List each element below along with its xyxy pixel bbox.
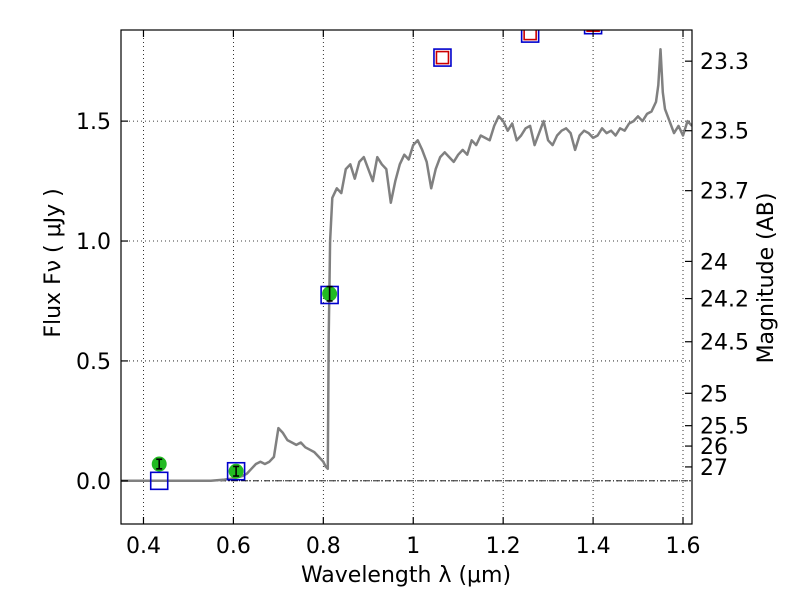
model-square — [226, 461, 246, 481]
y-tick-label: 0.5 — [76, 350, 111, 375]
x-tick-label: 0.6 — [216, 534, 251, 559]
right-tick-label: 25.5 — [700, 415, 749, 440]
model-square — [433, 48, 452, 67]
y-axis-ticks: 0.0 0.5 1.0 1.5 — [76, 110, 128, 495]
y-tick-label: 1.0 — [76, 230, 111, 255]
right-tick-label: 24.5 — [700, 331, 749, 356]
right-tick-label: 27 — [700, 456, 728, 481]
y-tick-label: 0.0 — [76, 470, 111, 495]
grid — [121, 30, 692, 524]
upper-model-square — [435, 50, 450, 65]
x-tick-label: 1.6 — [666, 534, 701, 559]
photometry-points — [149, 30, 603, 491]
right-axis-title: Magnitude (AB) — [754, 193, 779, 364]
x-tick-label: 1 — [406, 534, 420, 559]
right-tick-label: 25 — [700, 382, 728, 407]
model-square — [149, 471, 169, 491]
x-tick-label: 1.4 — [576, 534, 611, 559]
right-tick-label: 23.3 — [700, 50, 749, 75]
right-tick-label: 24 — [700, 250, 728, 275]
x-tick-label: 0.4 — [126, 534, 161, 559]
x-axis-ticks: 0.4 0.6 0.8 1 1.2 1.4 1.6 — [126, 30, 701, 559]
right-tick-label: 24.2 — [700, 288, 749, 313]
right-tick-label: 23.7 — [700, 180, 749, 205]
axes-frame — [120, 29, 693, 525]
y-axis-title: Flux Fν ( μJy ) — [41, 188, 66, 337]
x-tick-label: 1.2 — [486, 534, 521, 559]
spectrum-series — [121, 47, 692, 483]
spectrum-line — [121, 47, 692, 483]
x-tick-label: 0.8 — [306, 534, 341, 559]
upper-model-square — [523, 30, 537, 41]
y-tick-label: 1.5 — [76, 110, 111, 135]
model-square — [520, 30, 540, 43]
right-tick-label: 23.5 — [700, 120, 749, 145]
x-axis-title: Wavelength λ (μm) — [301, 563, 511, 588]
plot-frame — [120, 29, 693, 525]
right-tick-label: 26 — [700, 435, 728, 460]
